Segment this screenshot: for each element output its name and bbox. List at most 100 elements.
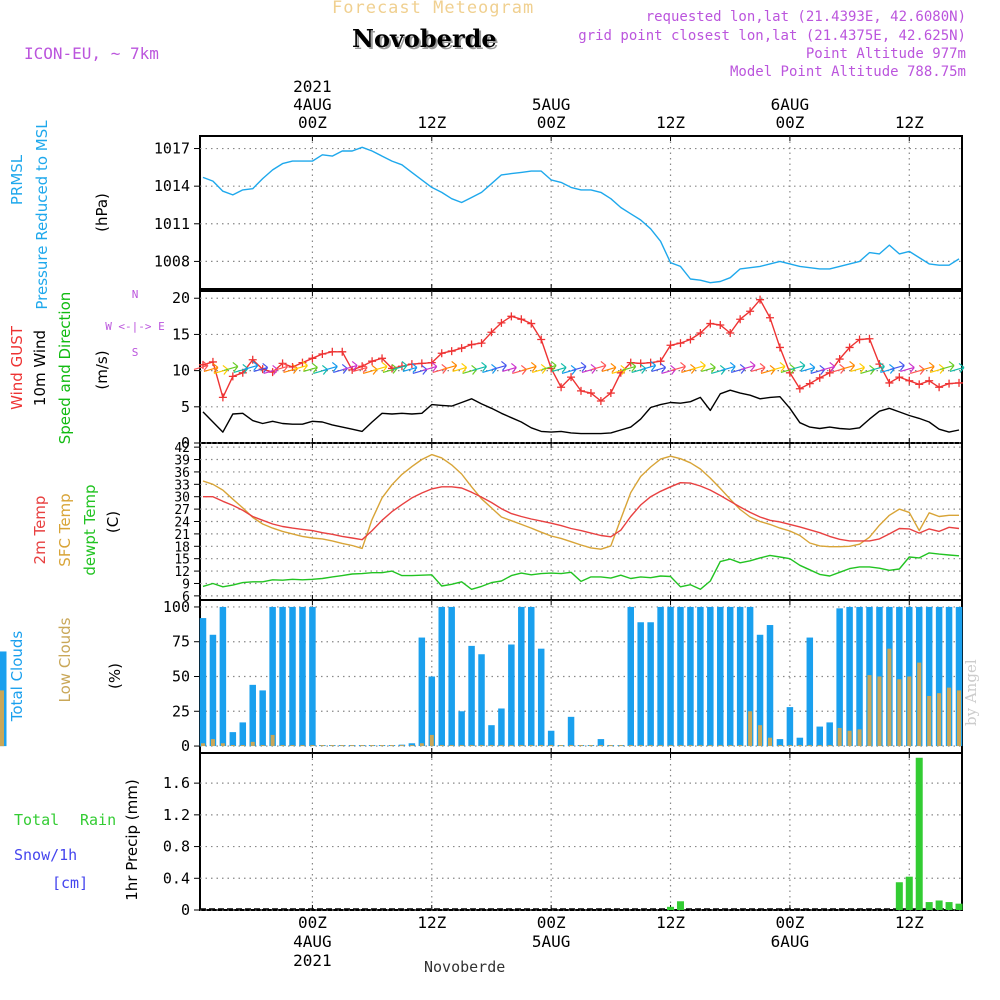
gust-point-1 [208,357,217,366]
low-clouds-bar-58 [777,745,782,747]
ytick-label-clouds-2: 50 [172,668,190,686]
total-clouds-bar-59 [786,707,794,747]
low-clouds-bar-34 [539,745,544,747]
low-clouds-bar-47 [668,745,673,747]
gust-point-74 [935,383,944,392]
ytick-label-wind-3: 15 [172,325,190,343]
wind-direction-arrow-13 [323,361,338,372]
precip-bar-2 [895,882,903,910]
total-clouds-bar-33 [528,606,535,747]
low-clouds-bar-21 [409,745,414,747]
gust-point-63 [825,368,834,377]
gust-point-47 [666,341,675,350]
gust-point-48 [676,339,685,348]
total-clouds-bar-48 [677,606,684,747]
wind-direction-arrow-31 [502,362,517,373]
wind-direction-arrow-1 [203,362,219,373]
low-clouds-bar-53 [728,745,733,747]
low-clouds-bar-18 [380,745,385,747]
total-clouds-bar-3 [229,732,237,747]
low-clouds-bar-30 [499,745,504,747]
low-clouds-bar-65 [847,730,852,747]
total-clouds-bar-11 [309,606,316,747]
ytick-label-wind-2: 10 [172,362,190,380]
low-clouds-bar-38 [579,745,583,747]
wind-direction-arrow-10 [293,360,308,371]
low-clouds-bar-33 [529,745,534,747]
gust-point-38 [577,386,585,395]
ytick-label-precip-0: 0 [181,901,190,919]
total-clouds-bar-1 [209,634,217,747]
low-clouds-bar-64 [837,727,842,747]
precip-bar-5 [925,902,933,910]
wind-direction-arrow-45 [641,360,657,371]
ytick-label-pressure-0: 1008 [154,252,190,270]
wind-direction-arrow-71 [900,362,915,373]
total-clouds-bar-63 [826,722,833,747]
total-clouds-bar-50 [697,606,704,747]
total-clouds-bar-34 [537,648,545,747]
total-clouds-bar-21 [408,743,416,747]
gust-point-5 [248,355,257,364]
pressure-series-line [202,146,960,284]
wind-unit-label: (m/s) [93,350,111,389]
ytick-label-clouds-1: 25 [172,702,190,720]
total-clouds-bar-62 [816,726,823,747]
requested-coordinates: requested lon,lat (21.4393E, 42.6080N) [645,9,966,25]
footer-location: Novoberde [424,958,506,976]
ytick-label-temp-6: 24 [174,516,190,531]
gust-point-67 [865,334,874,343]
wind-speed-direction-label: Speed and Direction [56,292,74,445]
low-clouds-bar-69 [887,648,892,747]
low-clouds-bar-41 [608,745,613,747]
gust-point-49 [686,335,695,344]
temp-sfc-label: SFC Temp [56,493,74,566]
low-clouds-bar-35 [549,745,554,747]
low-clouds-bar-55 [748,711,753,747]
gust-point-51 [706,319,715,328]
gust-point-52 [716,321,725,330]
low-clouds-bar-24 [439,745,444,747]
wind-direction-arrow-55 [740,360,756,371]
low-clouds-bar-51 [708,745,713,747]
total-clouds-bar-58 [776,739,784,747]
total-clouds-bar-74 [935,606,943,747]
xtick-label-bottom-4: 00Z [775,913,804,932]
temp-2m-label: 2m Temp [31,496,49,565]
low-clouds-bar-50 [698,745,703,747]
wind-direction-arrow-26 [452,362,468,373]
temp-unit-label: (C) [104,511,122,533]
precip-bar-3 [905,876,913,910]
total-clouds-bar-47 [667,606,674,747]
wind-direction-arrow-15 [343,360,358,371]
ytick-label-clouds-3: 75 [172,633,190,651]
low-clouds-bar-13 [330,745,335,747]
low-clouds-bar-73 [927,695,932,747]
low-clouds-bar-42 [618,745,623,747]
gust-point-55 [746,307,755,316]
gust-point-37 [567,373,576,382]
low-clouds-bar-2 [220,743,225,747]
gust-point-18 [378,354,387,363]
gust-point-26 [457,344,466,353]
gust-point-45 [646,358,655,367]
low-clouds-bar-7 [270,734,275,747]
low-clouds-bar-46 [658,745,663,747]
total-clouds-bar-53 [726,606,734,747]
xtick-label-bottom-2: 00Z [537,913,566,932]
low-clouds-bar-14 [340,745,345,747]
ytick-label-wind-1: 5 [181,398,190,416]
gust-point-57 [766,313,775,322]
gust-point-34 [537,335,546,344]
gust-point-54 [736,315,745,324]
wind-direction-arrow-56 [750,362,766,373]
wind-10m-label: 10m Wind [31,330,49,406]
low-clouds-bar-60 [797,745,802,747]
xtick-label-bottom-0: 00Z [298,913,327,932]
year-label-top: 2021 [293,77,332,96]
total-clouds-bar-7 [269,606,276,747]
gust-point-72 [915,380,924,389]
date-label-top-2: 6AUG [771,95,810,114]
gust-point-14 [338,347,347,356]
